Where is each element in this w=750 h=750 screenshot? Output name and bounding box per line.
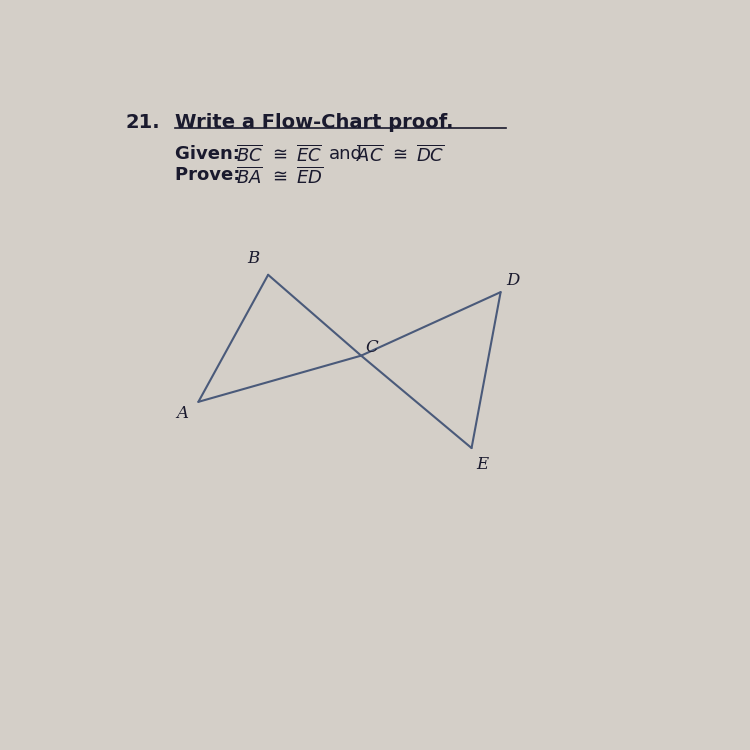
Text: D: D bbox=[507, 272, 520, 289]
Text: $\overline{EC}$: $\overline{EC}$ bbox=[296, 145, 322, 166]
Text: B: B bbox=[248, 251, 259, 267]
Text: $\overline{BC}$: $\overline{BC}$ bbox=[236, 145, 263, 166]
Text: Prove:: Prove: bbox=[175, 166, 247, 184]
Text: Given:: Given: bbox=[175, 145, 246, 163]
Text: C: C bbox=[365, 339, 378, 356]
Text: E: E bbox=[476, 456, 488, 472]
Text: $\overline{DC}$: $\overline{DC}$ bbox=[416, 145, 444, 166]
Text: $\overline{BA}$: $\overline{BA}$ bbox=[236, 166, 262, 187]
Text: Write a Flow-Chart proof.: Write a Flow-Chart proof. bbox=[175, 113, 454, 132]
Text: $\cong$: $\cong$ bbox=[269, 166, 288, 184]
Text: $\cong$: $\cong$ bbox=[389, 145, 408, 163]
Text: $\overline{ED}$: $\overline{ED}$ bbox=[296, 166, 323, 187]
Text: $\overline{AC}$: $\overline{AC}$ bbox=[356, 145, 384, 166]
Text: and: and bbox=[329, 145, 363, 163]
Text: 21.: 21. bbox=[126, 113, 160, 132]
Text: A: A bbox=[176, 405, 188, 422]
Text: $\cong$: $\cong$ bbox=[269, 145, 288, 163]
